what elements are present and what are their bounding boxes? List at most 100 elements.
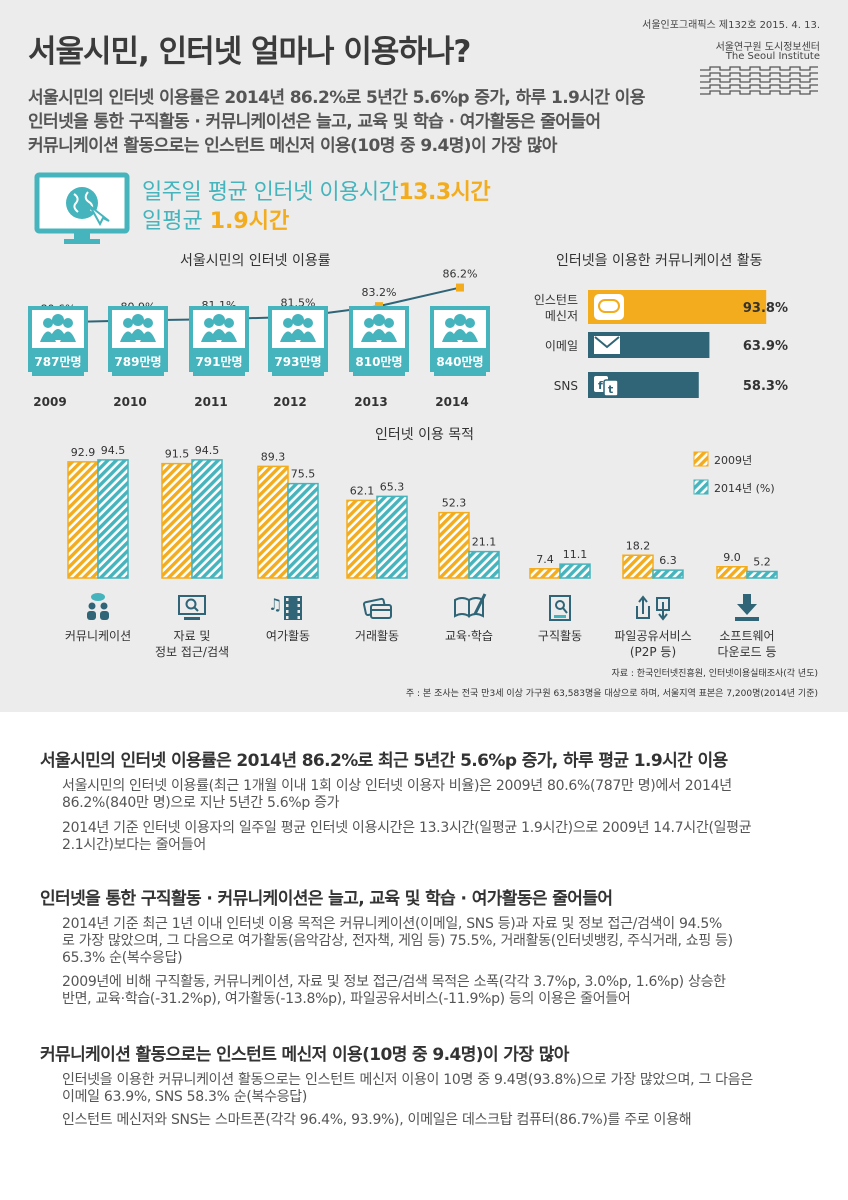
bar-2009 xyxy=(346,499,378,579)
user-head xyxy=(283,318,293,328)
card-front xyxy=(370,604,392,619)
film-hole xyxy=(286,616,289,619)
page-title: 서울시민, 인터넷 얼마나 이용하나? xyxy=(28,34,471,70)
person-head xyxy=(100,602,108,610)
paragraph-line: 2014년 기준 최근 1년 이내 인터넷 이용 목적은 커뮤니케이션(이메일,… xyxy=(62,916,722,932)
year-label: 2009 xyxy=(33,395,66,409)
film-hole xyxy=(286,598,289,601)
sns-letter-f: f xyxy=(598,379,603,392)
infographic-panel: 서울시민, 인터넷 얼마나 이용하나? 서울인포그래픽스 제132호 2015.… xyxy=(0,0,848,712)
paragraph: 인터넷을 이용한 커뮤니케이션 활동으로는 인스턴트 메신저 이용이 10명 중… xyxy=(62,1072,812,1106)
user-body xyxy=(451,329,469,340)
user-body xyxy=(210,329,228,340)
bar-2014-value: 75.5 xyxy=(291,468,316,481)
users-count-label: 791만명 xyxy=(195,354,242,369)
user-head xyxy=(143,318,153,328)
envelope-icon xyxy=(594,336,620,354)
chat-bubble-icon xyxy=(594,294,624,320)
paragraph: 인스턴트 메신저와 SNS는 스마트폰(각각 96.4%, 93.9%), 이메… xyxy=(62,1112,812,1129)
magnifier-lens xyxy=(185,598,197,610)
bar-2009-value: 89.3 xyxy=(261,450,286,463)
sns-square xyxy=(603,379,619,397)
book-pen-icon xyxy=(454,593,487,618)
film-hole xyxy=(297,604,300,607)
section-heading: 커뮤니케이션 활동으로는 인스턴트 메신저 이용(10명 중 9.4명)이 가장… xyxy=(40,1045,569,1065)
summary: 서울시민의 인터넷 이용률은 2014년 86.2%로 5년간 5.6%p 증가… xyxy=(28,86,645,158)
users-monitor-icon: 791만명 xyxy=(189,306,249,376)
users-monitor-icon: 840만명 xyxy=(430,306,490,376)
users-monitor-icon: 810만명 xyxy=(349,306,409,376)
film-strip xyxy=(284,596,302,620)
download-icon xyxy=(735,594,759,621)
user-head xyxy=(373,314,385,326)
user-head xyxy=(63,318,73,328)
user-body xyxy=(49,329,67,340)
category-label: 거래활동 xyxy=(355,629,399,643)
open-book xyxy=(454,597,484,618)
category-label: 다운로드 등 xyxy=(717,645,776,659)
music-film-icon: ♫ xyxy=(268,595,302,620)
paragraph-line: 반면, 교육·학습(-31.2%p), 여가활동(-13.8%p), 파일공유서… xyxy=(62,991,631,1007)
people-icon xyxy=(87,593,109,620)
legend-label-2009: 2009년 xyxy=(714,454,752,467)
bar-2009-value: 62.1 xyxy=(350,484,375,497)
paragraph-line: 86.2%(840만 명)으로 지난 5년간 5.6%p 증가 xyxy=(62,795,340,811)
summary-line: 인터넷을 통한 구직활동 · 커뮤니케이션은 늘고, 교육 및 학습 · 여가활… xyxy=(28,112,601,132)
users-count-label: 840만명 xyxy=(436,354,483,369)
publication-info: 서울인포그래픽스 제132호 2015. 4. 13. xyxy=(642,20,820,31)
bar-2014 xyxy=(746,570,778,579)
user-head xyxy=(303,318,313,328)
paragraph: 2009년에 비해 구직활동, 커뮤니케이션, 자료 및 정보 접근/검색 목적… xyxy=(62,974,812,1008)
user-head xyxy=(123,318,133,328)
paragraph-line: 로 가장 많았으며, 그 다음으로 여가활동(음악감상, 전자책, 게임 등) … xyxy=(62,933,733,949)
communication-value-label: 63.9% xyxy=(743,339,788,354)
bar-2014 xyxy=(287,482,319,579)
pen xyxy=(473,593,487,615)
weekly-hours-headline: 일주일 평균 인터넷 이용시간13.3시간 xyxy=(142,174,491,206)
paragraph-line: 2.1시간)보다는 줄어들어 xyxy=(62,837,206,853)
profile-lens xyxy=(555,600,565,610)
paragraph-line: 인스턴트 메신저와 SNS는 스마트폰(각각 96.4%, 93.9%), 이메… xyxy=(62,1112,692,1128)
person-body xyxy=(100,611,109,620)
download-box xyxy=(656,597,670,611)
daily-hours-headline: 일평균 1.9시간 xyxy=(142,203,289,235)
envelope-flap xyxy=(594,336,620,349)
source-note: 자료 : 한국인터넷진흥원, 인터넷이용실태조사(각 년도) xyxy=(611,669,818,679)
profile-search-icon xyxy=(549,595,571,621)
legend-label-2014: 2014년 (%) xyxy=(714,482,775,495)
user-head xyxy=(213,314,225,326)
bar-2009 xyxy=(438,511,470,579)
weekly-label: 일주일 평균 인터넷 이용시간 xyxy=(142,180,399,205)
cards-icon xyxy=(362,597,392,619)
communication-value-label: 58.3% xyxy=(743,379,788,394)
daily-label: 일평균 xyxy=(142,209,203,234)
year-label: 2014 xyxy=(435,395,468,409)
category-label: 파일공유서비스 xyxy=(614,629,691,643)
section-heading: 서울시민의 인터넷 이용률은 2014년 86.2%로 최근 5년간 5.6%p… xyxy=(40,751,728,771)
bar-2014 xyxy=(191,459,223,579)
film-hole xyxy=(297,610,300,613)
film-hole xyxy=(286,604,289,607)
bar-2014 xyxy=(559,563,591,579)
monitor-stand xyxy=(184,617,200,620)
bar-2014 xyxy=(468,550,500,579)
usage-rate-label: 86.2% xyxy=(443,268,478,281)
users-count-label: 793만명 xyxy=(274,354,321,369)
daily-value: 1.9시간 xyxy=(209,209,290,234)
bar-2009-value: 7.4 xyxy=(536,553,554,566)
communication-category-label: 메신저 xyxy=(545,309,578,323)
music-note: ♫ xyxy=(268,595,282,614)
usage-rate-chart: 80.6%787만명200980.9%789만명201081.1%791만명20… xyxy=(28,268,490,409)
bar-2009-value: 18.2 xyxy=(626,539,651,552)
bar-2009 xyxy=(257,465,289,579)
bar-2014-value: 94.5 xyxy=(101,444,126,457)
speech-bubble xyxy=(91,593,105,601)
paragraph-line: 65.3% 순(복수응답) xyxy=(62,950,183,966)
download-baseline xyxy=(735,617,759,621)
communication-category-label: 이메일 xyxy=(545,339,578,353)
profile-bar xyxy=(554,615,566,618)
paragraph-line: 인터넷을 이용한 커뮤니케이션 활동으로는 인스턴트 메신저 이용이 10명 중… xyxy=(62,1072,753,1088)
profile-handle xyxy=(562,607,568,614)
user-head xyxy=(132,314,144,326)
